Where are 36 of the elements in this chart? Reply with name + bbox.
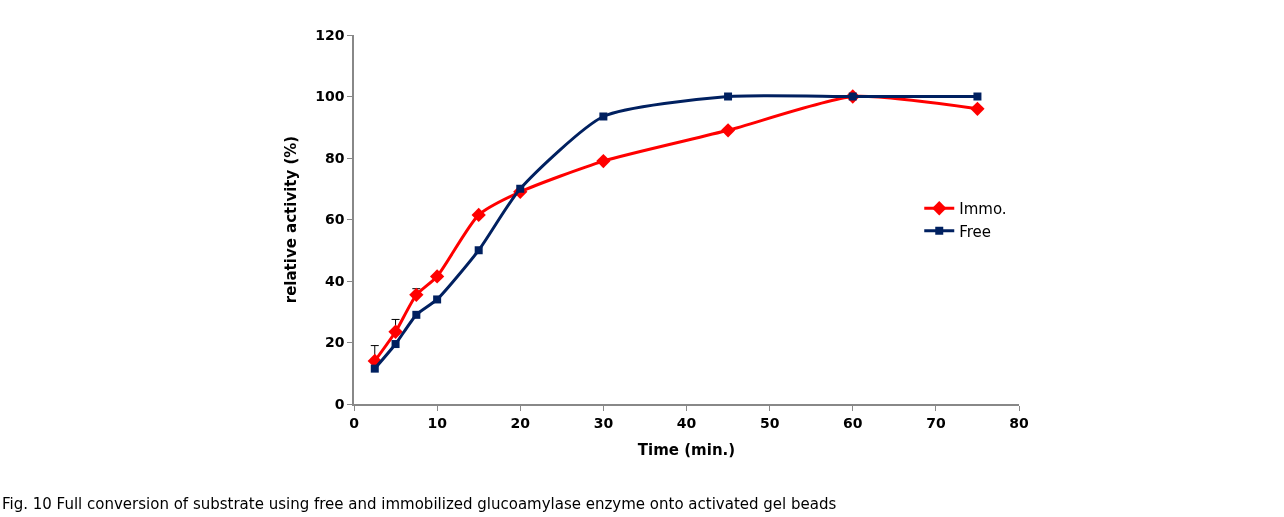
x-tick-label: 30 [593,414,614,431]
point [409,287,424,302]
x-tick-label: 20 [510,414,531,431]
caption: Fig. 10 Full conversion of substrate using free and immobilized glucoamylase enzyme onto activated gel beads [2,495,837,513]
point [433,295,442,304]
y-tick-label: 20 [324,334,345,351]
point [429,269,445,284]
point [970,101,985,116]
point [412,310,421,319]
point [370,364,379,373]
point [720,123,736,138]
y-tick-label: 40 [324,272,345,289]
legend-label: Immo. [959,200,1007,219]
point [471,207,486,223]
point [596,153,611,169]
x-tick-label: 70 [926,414,946,431]
x-axis-title: Time (min.) [637,441,736,460]
x-tick-label: 10 [427,414,448,431]
x-tick-label: 60 [843,414,863,431]
y-tick-label: 0 [334,395,345,412]
y-tick-label: 100 [315,88,345,105]
x-tick-label: 50 [759,414,780,431]
y-tick-label: 60 [324,211,345,228]
y-tick-label: 80 [324,149,345,166]
x-tick-label: 40 [676,414,697,431]
legend-label: Free [959,222,992,241]
x-tick-label: 80 [1009,414,1029,431]
point [391,340,400,349]
point [724,92,733,101]
point [599,112,608,121]
point [973,92,982,101]
point [474,246,483,255]
y-axis-title: relative activity (%) [281,135,300,304]
x-tick-label: 0 [349,414,360,431]
y-tick-label: 120 [315,26,345,43]
point [388,324,403,339]
